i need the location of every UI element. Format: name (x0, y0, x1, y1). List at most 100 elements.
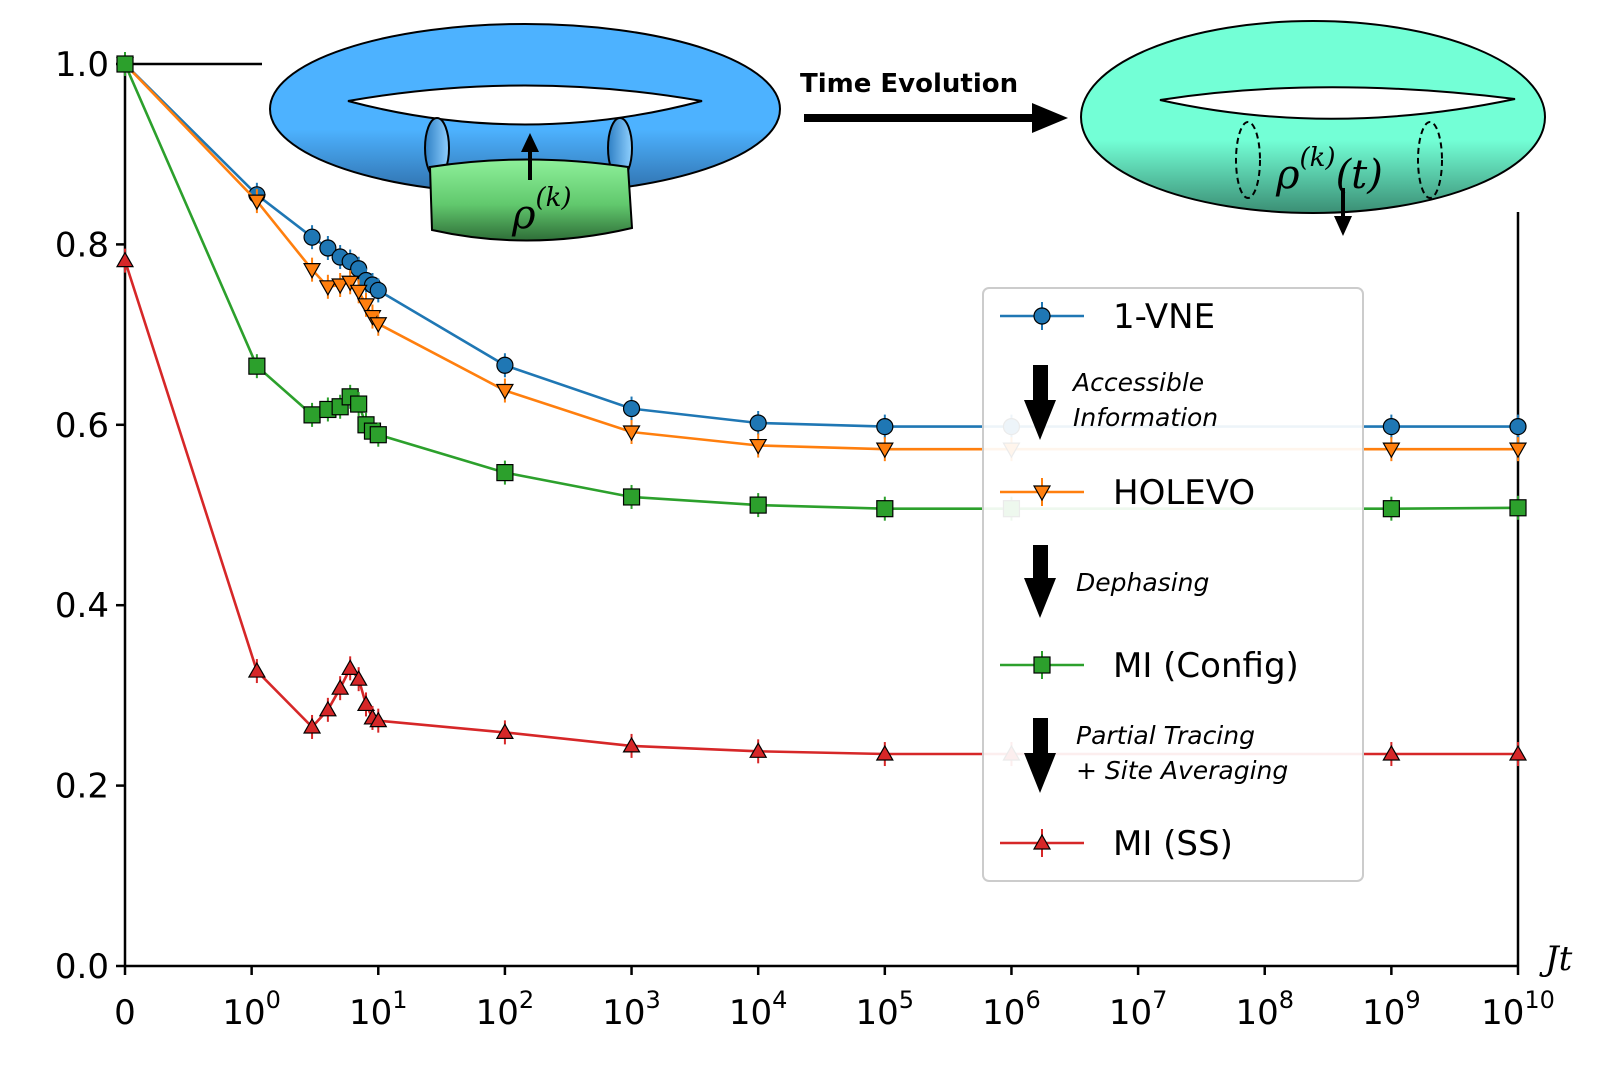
data-point (749, 496, 767, 514)
data-point (349, 669, 368, 686)
legend-note-text: + Site Averaging (1076, 756, 1288, 785)
data-point (341, 659, 360, 675)
x-tick-exponent: 8 (1279, 986, 1294, 1014)
legend-entries: 1-VNE HOLEVO MI (Config) MI (SS) (1000, 297, 1299, 864)
x-tick-exponent: 0 (266, 986, 281, 1014)
data-point (369, 281, 387, 300)
down-arrow-icon (1024, 578, 1056, 618)
down-arrow-icon (1024, 753, 1056, 793)
legend-marker (1032, 485, 1052, 502)
data-point (622, 425, 641, 442)
left-up-arrowhead-icon (521, 133, 539, 152)
x-tick-label: 102 (476, 986, 535, 1033)
x-tick-label: 100 (222, 986, 281, 1033)
data-point (303, 717, 322, 734)
right-torus-hole (1159, 86, 1516, 120)
data-point (876, 500, 894, 518)
x-tick-base: 10 (1109, 993, 1152, 1033)
legend-marker (1033, 307, 1051, 325)
data-point (331, 678, 350, 695)
data-point (496, 356, 514, 374)
data-point (247, 194, 266, 211)
left-rho-superscript: (k) (536, 183, 572, 213)
y-tick-label: 0.0 (55, 947, 109, 987)
data-point (115, 251, 135, 268)
data-point (1382, 418, 1400, 436)
time-evolution-arrowhead-icon (1032, 103, 1068, 133)
x-tick-label: 109 (1362, 986, 1421, 1033)
data-point (749, 742, 768, 758)
legend-label: MI (SS) (1113, 824, 1233, 864)
data-point (369, 317, 388, 333)
legend-entry: MI (Config) (1000, 646, 1299, 686)
legend-notes: Accessible Information Dephasing Partial Tr… (1024, 365, 1288, 793)
x-tick-label: 105 (856, 986, 915, 1033)
y-tick-label: 0.4 (55, 586, 109, 626)
data-point (303, 228, 321, 246)
data-point (622, 736, 641, 753)
legend-label: MI (Config) (1113, 646, 1299, 686)
x-tick-base: 10 (602, 993, 645, 1033)
y-ticks: 0.0 0.2 0.4 0.6 0.8 1.0 (55, 45, 125, 987)
data-point (1509, 418, 1527, 436)
right-down-arrowhead-icon (1334, 216, 1352, 236)
x-tick-label: 108 (1235, 986, 1294, 1033)
legend-entry: MI (SS) (1000, 824, 1233, 864)
y-tick-label: 0.6 (55, 406, 109, 446)
legend-marker (1032, 833, 1052, 850)
x-tick-base: 10 (1362, 993, 1405, 1033)
x-tick-base: 10 (729, 993, 772, 1033)
x-tick-exponent: 10 (1524, 986, 1555, 1014)
time-evolution-label: Time Evolution (800, 69, 1018, 99)
legend-note: Dephasing (1024, 545, 1209, 618)
legend-note-text: Dephasing (1076, 568, 1209, 597)
right-rho-symbol: ρ (1275, 152, 1300, 198)
down-arrow-shaft (1033, 718, 1048, 759)
data-point (622, 399, 641, 418)
data-point (248, 357, 266, 375)
data-point (1382, 744, 1401, 761)
data-point (350, 395, 368, 413)
data-point (318, 280, 337, 297)
legend-note: Accessible Information (1024, 365, 1218, 440)
left-rho-symbol: ρ (511, 192, 536, 238)
data-point (356, 695, 376, 712)
right-dashed-cut-left (1235, 121, 1261, 199)
data-point (303, 263, 322, 279)
inset-illustration: ρ(k) Time Evolution ρ(k)(t) (269, 20, 1546, 242)
data-point (749, 414, 767, 432)
legend-note-text: Partial Tracing (1076, 721, 1255, 750)
series-1-vne (116, 52, 1527, 439)
data-point (319, 239, 337, 257)
legend-entry: 1-VNE (1000, 297, 1215, 337)
x-tick-base: 10 (1235, 993, 1278, 1033)
x-tick-exponent: 9 (1405, 986, 1420, 1014)
x-tick-base: 10 (349, 993, 392, 1033)
data-point (247, 661, 266, 678)
data-point (369, 711, 388, 728)
data-point (349, 284, 368, 301)
legend-entry: HOLEVO (1000, 473, 1255, 513)
data-point (1382, 500, 1400, 518)
x-tick-base: 10 (476, 993, 519, 1033)
data-point (369, 426, 387, 444)
data-point (1509, 499, 1527, 517)
right-rho-superscript: (k) (1300, 143, 1336, 173)
data-point (356, 298, 376, 315)
down-arrow-shaft (1033, 365, 1048, 406)
data-point (303, 406, 321, 424)
x-tick-exponent: 3 (646, 986, 661, 1014)
x-tick-exponent: 6 (1025, 986, 1040, 1014)
left-green-segment (428, 158, 634, 242)
data-point (749, 438, 768, 455)
data-point (116, 55, 134, 73)
x-tick-label: 0 (114, 993, 136, 1033)
x-tick-exponent: 4 (772, 986, 787, 1014)
x-axis-label: Jt (1539, 939, 1573, 979)
series-mi-ss (115, 248, 1528, 767)
x-tick-base: 10 (222, 993, 265, 1033)
down-arrow-shaft (1033, 545, 1048, 584)
right-torus: ρ(k)(t) (1080, 20, 1546, 236)
x-tick-exponent: 5 (899, 986, 914, 1014)
